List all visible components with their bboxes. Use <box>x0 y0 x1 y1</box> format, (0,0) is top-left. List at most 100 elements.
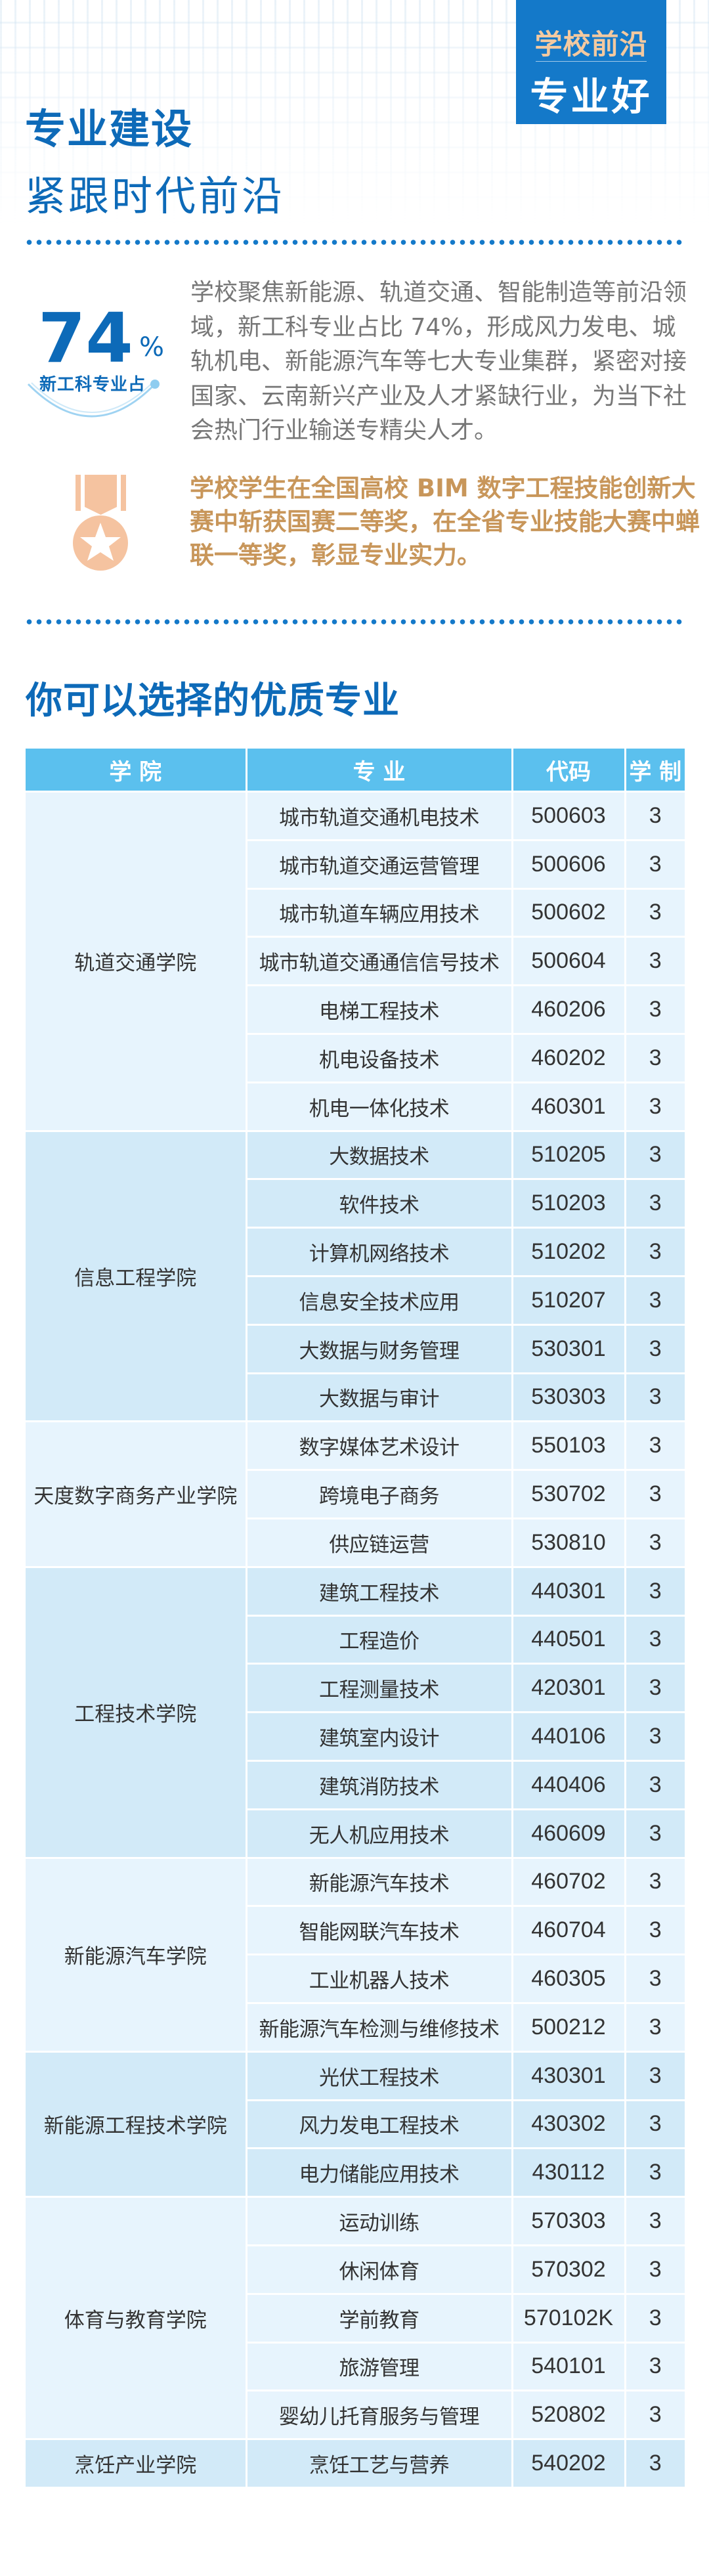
table-row: 新能源汽车检测与维修技术 500212 3 <box>26 2001 685 2053</box>
code-cell: 530303 <box>511 1372 626 1423</box>
years-cell: 3 <box>624 839 685 890</box>
code-cell: 510202 <box>511 1227 626 1277</box>
code-cell: 570303 <box>511 2196 626 2246</box>
major-cell: 大数据与财务管理 <box>245 1323 513 1374</box>
table-row: 大数据与审计 530303 3 <box>26 1372 685 1423</box>
table-row: 城市轨道交通运营管理 500606 3 <box>26 839 685 890</box>
major-cell: 供应链运营 <box>245 1517 513 1568</box>
years-cell: 3 <box>624 2001 685 2053</box>
college-cell: 天度数字商务产业学院 <box>26 1420 247 1568</box>
table-row: 跨境电子商务 530702 3 <box>26 1469 685 1519</box>
years-cell: 3 <box>624 1420 685 1472</box>
code-cell: 430302 <box>511 2099 626 2150</box>
code-cell: 500606 <box>511 839 626 890</box>
table-row: 信息安全技术应用 510207 3 <box>26 1275 685 1326</box>
major-cell: 休闲体育 <box>245 2244 513 2295</box>
table-row: 机电设备技术 460202 3 <box>26 1032 685 1083</box>
table-row: 大数据与财务管理 530301 3 <box>26 1323 685 1374</box>
major-cell: 城市轨道车辆应用技术 <box>245 887 513 938</box>
years-cell: 3 <box>624 1129 685 1181</box>
arc-decoration-icon <box>27 380 160 418</box>
years-cell: 3 <box>624 1323 685 1374</box>
table-row: 建筑消防技术 440406 3 <box>26 1759 685 1810</box>
table-row: 轨道交通学院 城市轨道交通机电技术 500603 3 <box>26 791 685 1132</box>
major-cell: 建筑工程技术 <box>245 1565 513 1617</box>
table-row: 新能源汽车学院 新能源汽车技术 460702 3 <box>26 1856 685 2053</box>
years-cell: 3 <box>624 791 685 841</box>
major-cell: 工程造价 <box>245 1614 513 1665</box>
years-cell: 3 <box>624 1711 685 1762</box>
years-cell: 3 <box>624 1081 685 1132</box>
major-cell: 运动训练 <box>245 2196 513 2246</box>
college-cell: 烹饪产业学院 <box>26 2438 247 2489</box>
code-cell: 500212 <box>511 2001 626 2053</box>
major-cell: 建筑消防技术 <box>245 1759 513 1810</box>
years-cell: 3 <box>624 2147 685 2198</box>
table-row: 建筑室内设计 440106 3 <box>26 1711 685 1762</box>
major-cell: 机电一体化技术 <box>245 1081 513 1132</box>
header-years: 学 制 <box>624 749 685 793</box>
code-cell: 530810 <box>511 1517 626 1568</box>
stat-value: 74 <box>38 298 133 378</box>
years-cell: 3 <box>624 984 685 1035</box>
page-subtitle: 紧跟时代前沿 <box>25 172 286 220</box>
major-cell: 大数据与审计 <box>245 1372 513 1423</box>
major-cell: 电力储能应用技术 <box>245 2147 513 2198</box>
code-cell: 440406 <box>511 1759 626 1810</box>
header-code: 代码 <box>511 749 626 793</box>
major-cell: 城市轨道交通机电技术 <box>245 791 513 841</box>
code-cell: 460704 <box>511 1905 626 1956</box>
table-row: 学前教育 570102K 3 <box>26 2292 685 2344</box>
major-cell: 工程测量技术 <box>245 1663 513 1714</box>
table-row: 天度数字商务产业学院 数字媒体艺术设计 550103 3 <box>26 1420 685 1568</box>
major-cell: 智能网联汽车技术 <box>245 1905 513 1956</box>
years-cell: 3 <box>624 1663 685 1714</box>
major-cell: 建筑室内设计 <box>245 1711 513 1762</box>
table-row: 城市轨道车辆应用技术 500602 3 <box>26 887 685 938</box>
section-badge: 学校前沿 专业好 <box>516 0 666 124</box>
majors-table: 学 院 专 业 代码 学 制 轨道交通学院 城市轨道交通机电技术 500603 3 城市… <box>26 749 685 2489</box>
stat-label: 新工科专业占 <box>39 375 146 395</box>
code-cell: 520802 <box>511 2390 626 2441</box>
code-cell: 440301 <box>511 1565 626 1617</box>
code-cell: 460301 <box>511 1081 626 1132</box>
code-cell: 570302 <box>511 2244 626 2295</box>
major-cell: 大数据技术 <box>245 1129 513 1181</box>
major-cell: 婴幼儿托育服务与管理 <box>245 2390 513 2441</box>
years-cell: 3 <box>624 1759 685 1810</box>
code-cell: 460202 <box>511 1032 626 1083</box>
table-row: 工程技术学院 建筑工程技术 440301 3 <box>26 1565 685 1859</box>
years-cell: 3 <box>624 2099 685 2150</box>
stat-unit: % <box>139 332 165 362</box>
badge-line2: 专业好 <box>530 74 653 119</box>
major-cell: 学前教育 <box>245 2292 513 2344</box>
major-cell: 数字媒体艺术设计 <box>245 1420 513 1472</box>
years-cell: 3 <box>624 2292 685 2344</box>
code-cell: 530301 <box>511 1323 626 1374</box>
table-row: 工业机器人技术 460305 3 <box>26 1954 685 2004</box>
major-cell: 跨境电子商务 <box>245 1469 513 1519</box>
code-cell: 530702 <box>511 1469 626 1519</box>
code-cell: 540202 <box>511 2438 626 2489</box>
table-row: 计算机网络技术 510202 3 <box>26 1227 685 1277</box>
code-cell: 570102K <box>511 2292 626 2344</box>
years-cell: 3 <box>624 1565 685 1617</box>
dotted-divider <box>24 619 685 624</box>
years-cell: 3 <box>624 1954 685 2004</box>
table-row: 电力储能应用技术 430112 3 <box>26 2147 685 2198</box>
table-row: 风力发电工程技术 430302 3 <box>26 2099 685 2150</box>
college-cell: 工程技术学院 <box>26 1565 247 1859</box>
major-cell: 工业机器人技术 <box>245 1954 513 2004</box>
page-title: 专业建设 <box>25 105 194 153</box>
major-cell: 城市轨道交通运营管理 <box>245 839 513 890</box>
college-cell: 体育与教育学院 <box>26 2196 247 2441</box>
years-cell: 3 <box>624 2341 685 2392</box>
major-cell: 风力发电工程技术 <box>245 2099 513 2150</box>
code-cell: 510205 <box>511 1129 626 1181</box>
years-cell: 3 <box>624 936 685 987</box>
code-cell: 430301 <box>511 2050 626 2101</box>
major-cell: 光伏工程技术 <box>245 2050 513 2101</box>
majors-heading: 你可以选择的优质专业 <box>26 680 400 722</box>
intro-paragraph: 学校聚焦新能源、轨道交通、智能制造等前沿领域，新工科专业占比 74%，形成风力发… <box>190 279 687 444</box>
years-cell: 3 <box>624 1856 685 1908</box>
